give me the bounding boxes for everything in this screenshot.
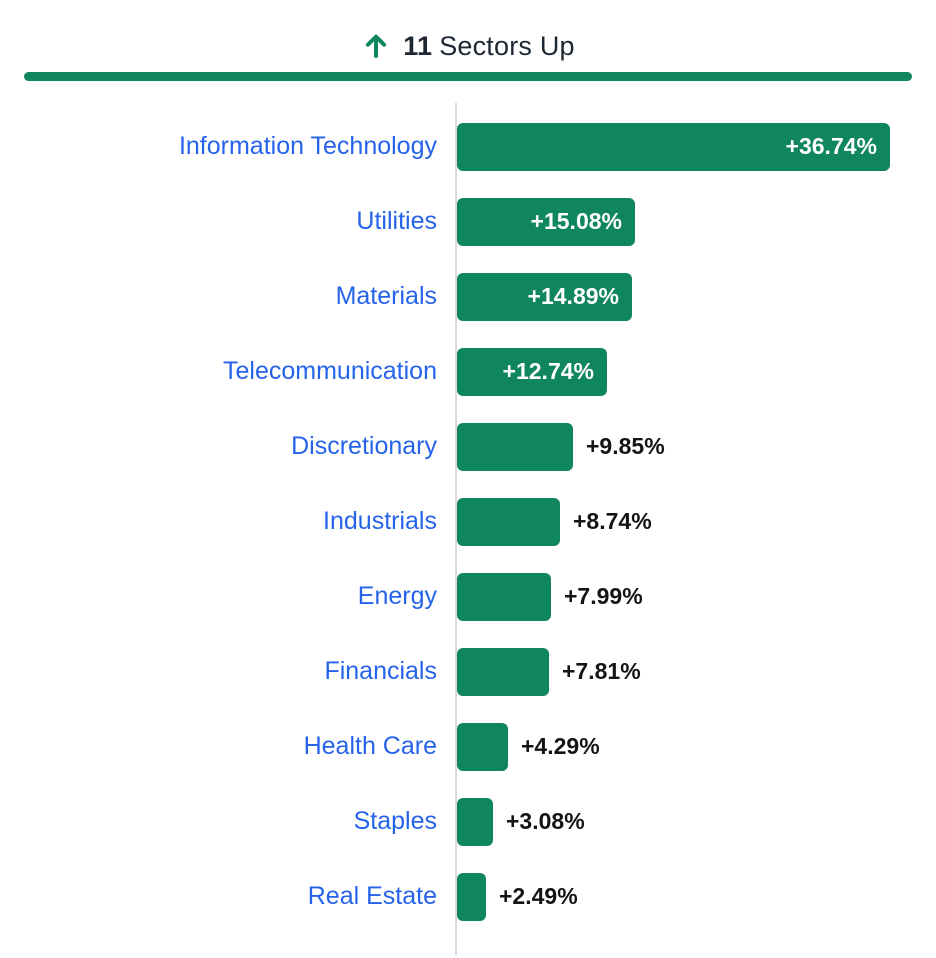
value-bar[interactable]: +36.74% xyxy=(457,122,890,171)
category-label[interactable]: Financials xyxy=(324,657,437,685)
value-label: +14.89% xyxy=(527,283,619,309)
value-label: +3.08% xyxy=(506,808,585,834)
chart-row: Telecommunication +12.74% xyxy=(0,334,936,409)
category-label[interactable]: Materials xyxy=(335,282,437,310)
chart-header: 11 Sectors Up xyxy=(0,0,936,66)
category-label[interactable]: Energy xyxy=(357,582,437,610)
category-label[interactable]: Health Care xyxy=(303,732,437,760)
value-bar[interactable] xyxy=(457,872,486,921)
sectors-up-count: 11 xyxy=(403,30,433,61)
value-label: +15.08% xyxy=(530,208,622,234)
value-bar[interactable] xyxy=(457,647,549,696)
value-label: +7.99% xyxy=(564,583,643,609)
value-label: +8.74% xyxy=(573,508,652,534)
value-bar[interactable]: +14.89% xyxy=(457,272,632,321)
bar-area: +3.08% xyxy=(457,797,936,846)
bar-area: +4.29% xyxy=(457,722,936,771)
bar-area: +12.74% xyxy=(457,347,936,396)
value-bar[interactable] xyxy=(457,497,560,546)
category-label[interactable]: Real Estate xyxy=(307,882,437,910)
chart-row: Discretionary +9.85% xyxy=(0,409,936,484)
chart-row: Utilities +15.08% xyxy=(0,184,936,259)
sectors-bar-chart: Information Technology +36.74% Utilities +1… xyxy=(0,103,936,955)
value-bar[interactable] xyxy=(457,797,493,846)
category-label[interactable]: Industrials xyxy=(323,507,437,535)
value-label: +12.74% xyxy=(502,358,594,384)
chart-row: Real Estate +2.49% xyxy=(0,859,936,934)
sectors-up-label: Sectors Up xyxy=(439,30,575,61)
category-label[interactable]: Information Technology xyxy=(178,132,437,160)
bar-area: +15.08% xyxy=(457,197,936,246)
chart-row: Energy +7.99% xyxy=(0,559,936,634)
bar-area: +7.99% xyxy=(457,572,936,621)
chart-row: Materials +14.89% xyxy=(0,259,936,334)
up-arrow-icon xyxy=(361,31,391,61)
axis-line xyxy=(455,103,457,955)
chart-row: Information Technology +36.74% xyxy=(0,109,936,184)
chart-row: Health Care +4.29% xyxy=(0,709,936,784)
category-label[interactable]: Discretionary xyxy=(291,432,437,460)
chart-row: Industrials +8.74% xyxy=(0,484,936,559)
header-divider xyxy=(24,72,912,81)
category-label[interactable]: Telecommunication xyxy=(223,357,437,385)
value-label: +9.85% xyxy=(586,433,665,459)
value-bar[interactable] xyxy=(457,422,573,471)
chart-row: Financials +7.81% xyxy=(0,634,936,709)
value-label: +2.49% xyxy=(499,883,578,909)
bar-area: +9.85% xyxy=(457,422,936,471)
value-bar[interactable] xyxy=(457,572,551,621)
bar-area: +2.49% xyxy=(457,872,936,921)
page-title: 11 Sectors Up xyxy=(403,31,575,62)
bar-area: +36.74% xyxy=(457,122,936,171)
value-label: +4.29% xyxy=(521,733,600,759)
value-bar[interactable] xyxy=(457,722,508,771)
value-label: +7.81% xyxy=(562,658,641,684)
value-bar[interactable]: +12.74% xyxy=(457,347,607,396)
category-label[interactable]: Utilities xyxy=(356,207,437,235)
chart-row: Staples +3.08% xyxy=(0,784,936,859)
value-label: +36.74% xyxy=(785,133,877,159)
value-bar[interactable]: +15.08% xyxy=(457,197,635,246)
category-label[interactable]: Staples xyxy=(353,807,437,835)
bar-area: +8.74% xyxy=(457,497,936,546)
chart-rows: Information Technology +36.74% Utilities +1… xyxy=(0,109,936,934)
bar-area: +7.81% xyxy=(457,647,936,696)
bar-area: +14.89% xyxy=(457,272,936,321)
